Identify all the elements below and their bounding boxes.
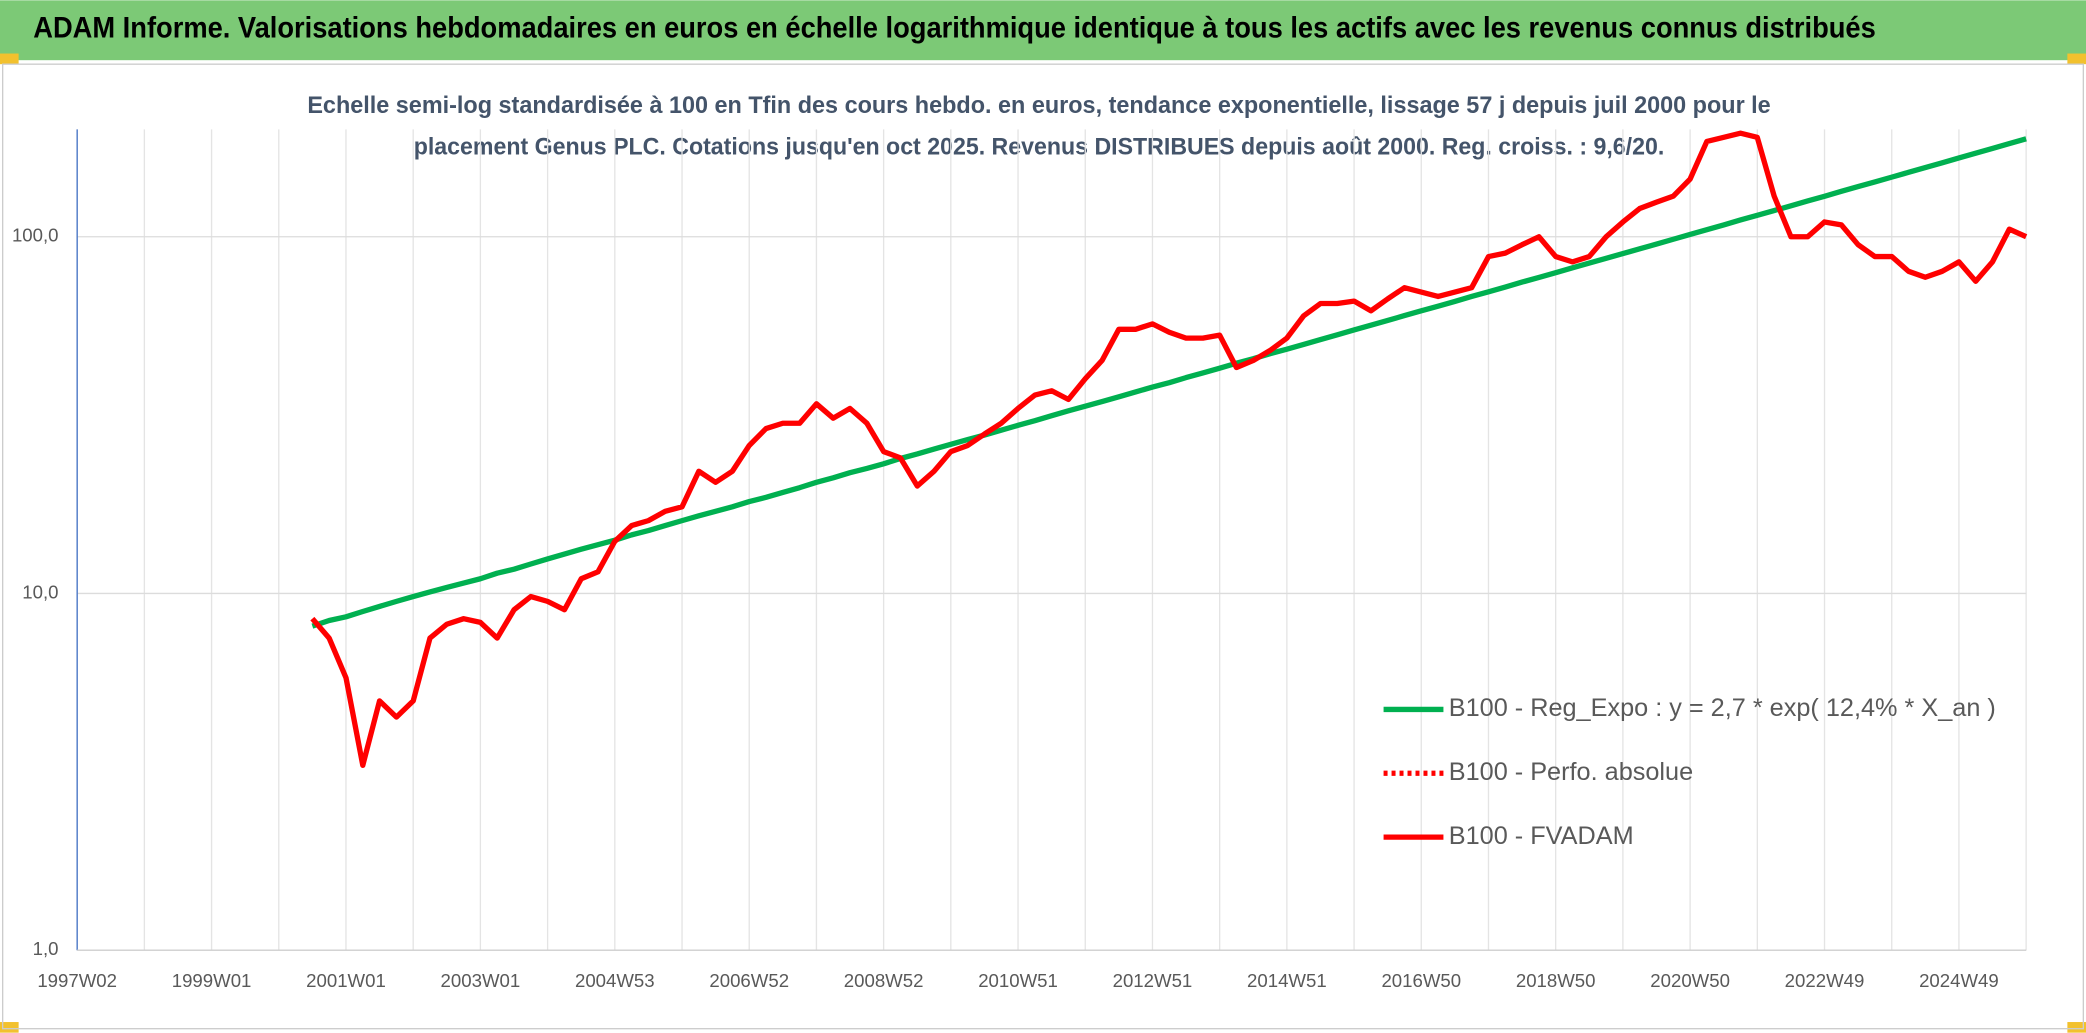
x-tick-label: 2022W49 [1785,970,1865,991]
legend-label: B100 - FVADAM [1449,822,1634,850]
x-tick-label: 2024W49 [1919,970,1999,991]
x-tick-label: 1999W01 [172,970,252,991]
x-tick-label: 2020W50 [1650,970,1730,991]
corner [0,53,19,65]
y-tick-label: 1,0 [33,938,59,959]
subtitle: placement Genus PLC. Cotations jusqu'en … [414,133,1665,160]
x-tick-label: 2018W50 [1516,970,1596,991]
y-tick-label: 100,0 [12,225,59,246]
y-tick-label: 10,0 [22,581,58,602]
corner [0,1022,19,1033]
x-tick-label: 2003W01 [441,970,521,991]
series-line [311,136,2027,629]
corner [2067,53,2086,65]
legend-label: B100 - Perfo. absolue [1449,758,1693,786]
legend-label: B100 - Reg_Expo : y = 2,7 * exp( 12,4% *… [1449,694,1996,722]
corner [2067,1022,2086,1033]
x-tick-label: 2016W50 [1381,970,1461,991]
x-tick-label: 1997W02 [37,970,117,991]
x-tick-label: 2010W51 [978,970,1058,991]
x-tick-label: 2004W53 [575,970,655,991]
x-tick-label: 2001W01 [306,970,386,991]
chart-title: ADAM Informe. Valorisations hebdomadaire… [33,12,1876,44]
header-bar [0,0,2086,61]
x-tick-label: 2008W52 [844,970,924,991]
x-tick-label: 2014W51 [1247,970,1327,991]
series-line [310,130,2028,768]
x-tick-label: 2012W51 [1113,970,1193,991]
subtitle: Echelle semi-log standardisée à 100 en T… [307,92,1770,119]
frame [1,63,2085,1030]
x-tick-label: 2006W52 [709,970,789,991]
